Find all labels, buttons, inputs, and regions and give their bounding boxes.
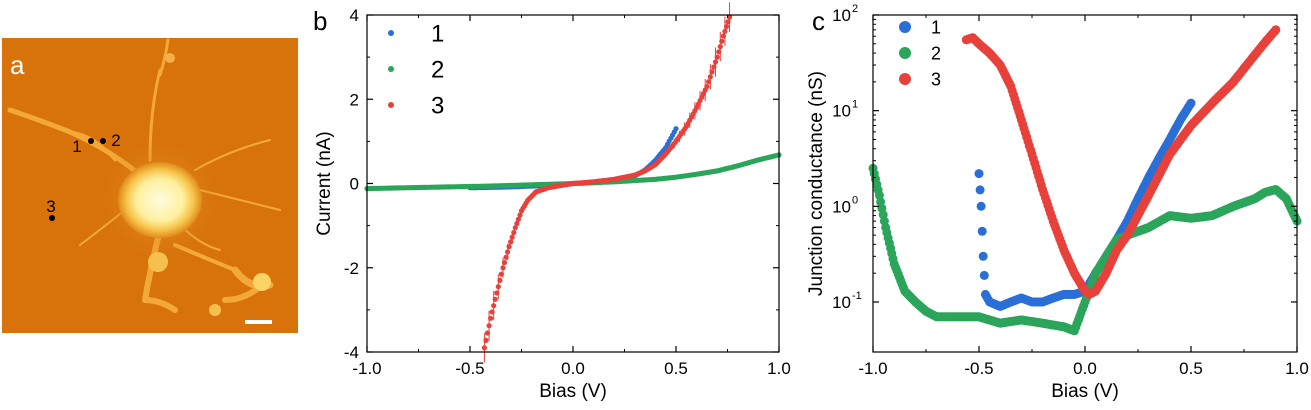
data-point-series-3 <box>506 244 512 250</box>
data-point-series-1 <box>1186 98 1196 108</box>
y-tick-label-exponent: -1 <box>852 290 862 302</box>
legend-marker-1 <box>388 30 394 36</box>
data-point-series-1 <box>673 126 679 132</box>
y-tick-label: 2 <box>350 90 359 109</box>
data-point-series-3 <box>714 54 720 60</box>
y-tick-label-base: 10 <box>832 102 851 121</box>
legend-label-3: 3 <box>431 92 444 119</box>
series-1 <box>974 98 1196 311</box>
data-point-series-3 <box>709 69 715 75</box>
particle <box>148 252 168 272</box>
data-point-series-3 <box>501 259 508 266</box>
data-point-series-1 <box>978 251 988 261</box>
x-axis-label: Bias (V) <box>1051 381 1119 402</box>
y-axis-label: Current (nA) <box>314 131 335 236</box>
x-tick-label: -0.5 <box>455 359 484 378</box>
x-tick-label: -1.0 <box>858 359 887 378</box>
series-3 <box>961 25 1281 299</box>
marker-dot-1 <box>88 138 94 144</box>
data-point-series-1 <box>975 185 985 195</box>
data-point-series-1 <box>979 270 989 280</box>
data-point-series-3 <box>492 296 498 302</box>
x-tick-label: -1.0 <box>352 359 381 378</box>
data-point-series-3 <box>497 277 503 283</box>
x-tick-label: -0.5 <box>964 359 993 378</box>
y-tick-label-exponent: 1 <box>852 99 858 111</box>
data-point-series-3 <box>515 216 522 222</box>
x-axis-label: Bias (V) <box>539 381 607 402</box>
x-tick-label: 1.0 <box>1285 359 1309 378</box>
panel-a: 1 2 3 a <box>2 38 298 333</box>
marker-label-1: 1 <box>72 137 81 156</box>
scale-bar <box>245 320 272 324</box>
legend-marker-3 <box>899 73 911 85</box>
series-3 <box>481 2 733 363</box>
data-point-series-3 <box>704 84 710 90</box>
y-axis-label: Junction conductance (nS) <box>806 71 827 296</box>
legend-label-3: 3 <box>931 69 941 89</box>
afm-nanowires <box>7 38 281 313</box>
particle <box>209 304 221 316</box>
legend-label-2: 2 <box>431 56 444 83</box>
panel-label-a: a <box>10 50 25 80</box>
y-tick-label-exponent: 2 <box>852 3 858 15</box>
y-tick-label: -4 <box>344 343 359 362</box>
legend-label-1: 1 <box>431 20 444 47</box>
marker-label-2: 2 <box>111 131 120 150</box>
y-tick-label: 0 <box>350 175 359 194</box>
legend-marker-3 <box>388 102 394 108</box>
legend-label-2: 2 <box>931 43 941 63</box>
x-tick-label: 0.5 <box>664 359 688 378</box>
y-tick-label-base: 10 <box>832 197 851 216</box>
data-point-series-1 <box>977 226 987 236</box>
data-point-series-3 <box>483 337 489 343</box>
y-tick-label: 4 <box>350 6 359 25</box>
y-tick-label-exponent: 0 <box>852 194 858 206</box>
x-tick-label: 1.0 <box>767 359 791 378</box>
marker-dot-2 <box>100 138 106 144</box>
y-tick-label-base: 10 <box>832 293 851 312</box>
data-point-series-3 <box>723 24 730 30</box>
data-point-series-3 <box>719 38 725 44</box>
data-point-series-3 <box>1271 25 1281 35</box>
marker-label-3: 3 <box>46 197 55 216</box>
panel-label-c: c <box>812 6 825 36</box>
particle <box>253 273 271 291</box>
legend-marker-2 <box>899 47 911 59</box>
x-tick-label: 0.0 <box>1073 359 1097 378</box>
legend-label-1: 1 <box>931 17 941 37</box>
x-tick-label: 0.5 <box>1179 359 1203 378</box>
panel-label-b: b <box>313 6 327 36</box>
legend-marker-2 <box>388 66 394 72</box>
y-tick-label-base: 10 <box>832 6 851 25</box>
central-particle <box>118 162 202 238</box>
panel-b: b 1 2 3 -1.0 -0.5 0.0 0.5 1.0 -4 -2 0 2 4 Bias (V) Cur… <box>313 2 791 402</box>
afm-image <box>2 38 298 333</box>
y-tick-label: -2 <box>344 259 359 278</box>
legend-marker-1 <box>899 21 911 33</box>
data-point-series-3 <box>488 315 494 321</box>
data-point-series-1 <box>976 201 986 211</box>
data-point-series-1 <box>974 169 984 179</box>
series-2 <box>868 163 1302 336</box>
particle <box>165 53 175 63</box>
data-point-series-3 <box>511 229 517 236</box>
x-tick-label: 0.0 <box>561 359 585 378</box>
marker-dot-3 <box>49 215 55 221</box>
